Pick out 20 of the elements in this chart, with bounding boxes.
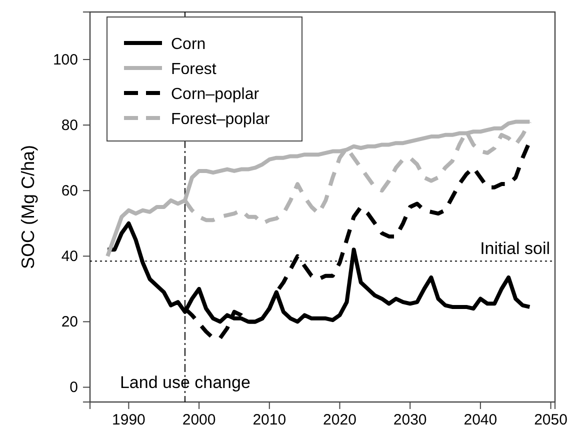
- x-tick-label: 2010: [252, 412, 286, 429]
- y-tick-label: 40: [61, 248, 78, 265]
- ref-line-label: Land use change: [120, 373, 250, 392]
- x-tick-label: 1990: [112, 412, 146, 429]
- x-tick-label: 2020: [323, 412, 356, 429]
- x-tick-label: 2030: [393, 412, 427, 429]
- x-tick-label: 2000: [182, 412, 216, 429]
- legend-label: Corn: [171, 36, 206, 53]
- y-tick-label: 20: [61, 314, 78, 331]
- y-tick-label: 60: [61, 182, 78, 200]
- x-tick-label: 2050: [534, 412, 568, 429]
- y-axis-title: SOC (Mg C/ha): [18, 144, 38, 270]
- x-tick-label: 2040: [464, 412, 498, 429]
- y-tick-label: 80: [61, 116, 78, 134]
- ref-line-label: Initial soil: [480, 239, 550, 258]
- y-tick-label: 0: [70, 379, 78, 396]
- legend-label: Corn–poplar: [171, 86, 260, 103]
- legend-label: Forest: [171, 61, 217, 78]
- y-tick-label: 100: [52, 51, 78, 68]
- legend-label: Forest–poplar: [171, 111, 270, 128]
